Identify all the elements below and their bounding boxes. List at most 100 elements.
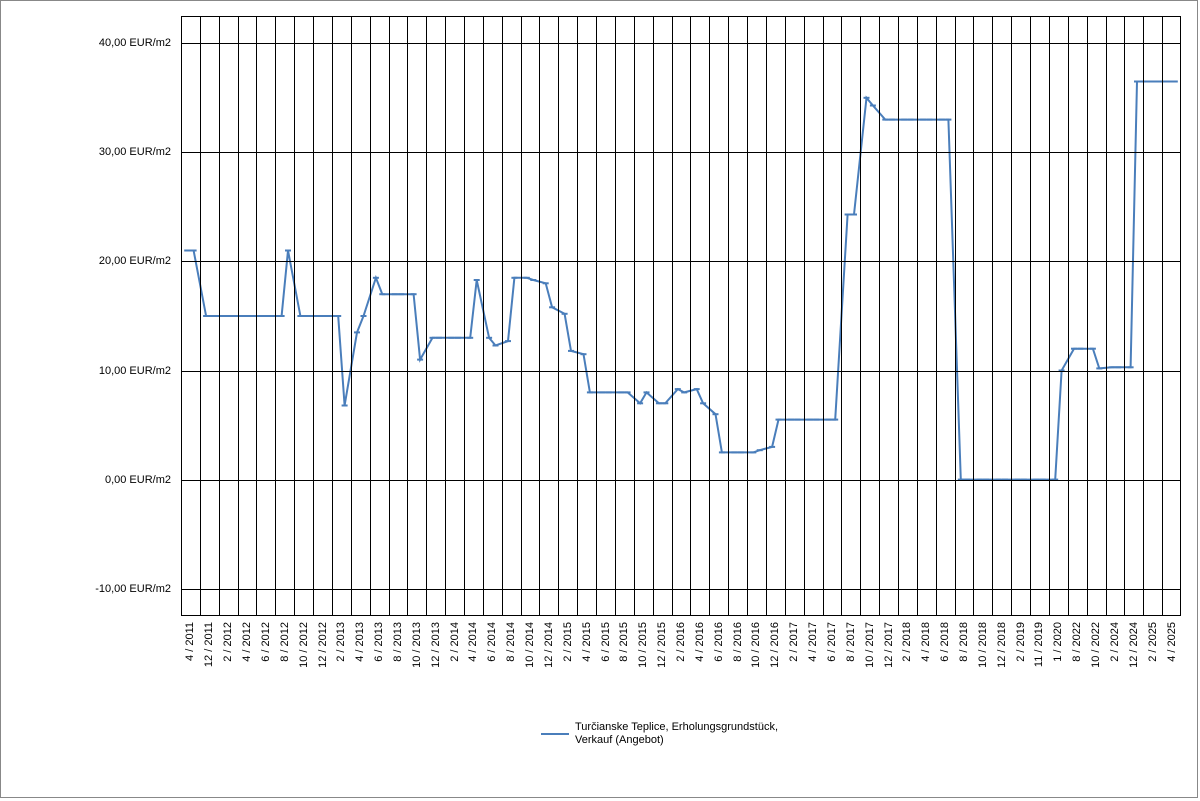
x-tick-label: 2 / 2013 <box>335 622 347 662</box>
x-tick-label: 6 / 2018 <box>939 622 951 662</box>
grid-line-v <box>1124 16 1125 616</box>
grid-line-v <box>653 16 654 616</box>
x-tick-label: 6 / 2013 <box>373 622 385 662</box>
x-tick-label: 10 / 2022 <box>1090 622 1102 668</box>
grid-line-v <box>879 16 880 616</box>
x-tick-label: 4 / 2013 <box>354 622 366 662</box>
grid-line-v <box>955 16 956 616</box>
grid-line-v <box>502 16 503 616</box>
grid-line-v <box>426 16 427 616</box>
x-tick-label: 4 / 2015 <box>581 622 593 662</box>
y-tick-label: 40,00 EUR/m2 <box>99 37 171 49</box>
x-tick-label: 6 / 2012 <box>260 622 272 662</box>
x-tick-label: 2 / 2015 <box>562 622 574 662</box>
grid-line-v <box>936 16 937 616</box>
x-tick-label: 10 / 2014 <box>524 622 536 668</box>
grid-line-v <box>860 16 861 616</box>
x-tick-label: 12 / 2014 <box>543 622 555 668</box>
grid-line-v <box>351 16 352 616</box>
x-tick-label: 2 / 2024 <box>1109 622 1121 662</box>
x-tick-label: 4 / 2018 <box>920 622 932 662</box>
x-tick-label: 11 / 2019 <box>1033 622 1045 667</box>
grid-line-v <box>992 16 993 616</box>
grid-line-v <box>766 16 767 616</box>
series-line <box>187 82 1175 480</box>
x-tick-label: 8 / 2018 <box>958 622 970 662</box>
x-tick-label: 8 / 2015 <box>618 622 630 662</box>
x-tick-label: 12 / 2017 <box>883 622 895 668</box>
grid-line-v <box>238 16 239 616</box>
x-tick-label: 10 / 2017 <box>864 622 876 668</box>
grid-line-v <box>728 16 729 616</box>
grid-line-v <box>1143 16 1144 616</box>
grid-line-v <box>313 16 314 616</box>
x-tick-label: 10 / 2015 <box>637 622 649 668</box>
x-tick-label: 8 / 2022 <box>1071 622 1083 662</box>
grid-line-v <box>634 16 635 616</box>
x-tick-label: 6 / 2014 <box>486 622 498 662</box>
grid-line-v <box>577 16 578 616</box>
x-tick-label: 12 / 2012 <box>317 622 329 668</box>
y-tick-label: -10,00 EUR/m2 <box>95 583 171 595</box>
y-tick-label: 20,00 EUR/m2 <box>99 255 171 267</box>
grid-line-v <box>407 16 408 616</box>
x-tick-label: 6 / 2015 <box>600 622 612 662</box>
x-tick-label: 8 / 2012 <box>279 622 291 662</box>
grid-line-v <box>558 16 559 616</box>
x-tick-label: 4 / 2014 <box>467 622 479 662</box>
x-tick-label: 2 / 2017 <box>788 622 800 662</box>
x-tick-label: 4 / 2016 <box>694 622 706 662</box>
x-tick-label: 10 / 2018 <box>977 622 989 668</box>
x-tick-label: 12 / 2011 <box>203 622 215 667</box>
line-series <box>1 1 1200 801</box>
grid-line-v <box>1068 16 1069 616</box>
x-tick-label: 8 / 2016 <box>732 622 744 662</box>
x-tick-label: 12 / 2024 <box>1128 622 1140 668</box>
grid-line-v <box>464 16 465 616</box>
grid-line-v <box>275 16 276 616</box>
grid-line-v <box>1162 16 1163 616</box>
grid-line-v <box>672 16 673 616</box>
grid-line-v <box>1106 16 1107 616</box>
x-tick-label: 10 / 2012 <box>298 622 310 668</box>
grid-line-v <box>1011 16 1012 616</box>
x-tick-label: 4 / 2025 <box>1166 622 1178 662</box>
x-tick-label: 12 / 2013 <box>430 622 442 668</box>
x-tick-label: 12 / 2015 <box>656 622 668 668</box>
x-tick-label: 1 / 2020 <box>1052 622 1064 662</box>
x-tick-label: 8 / 2013 <box>392 622 404 662</box>
grid-line-v <box>690 16 691 616</box>
grid-line-v <box>709 16 710 616</box>
grid-line-v <box>804 16 805 616</box>
x-tick-label: 10 / 2013 <box>411 622 423 668</box>
x-tick-label: 6 / 2016 <box>713 622 725 662</box>
grid-line-v <box>823 16 824 616</box>
x-tick-label: 4 / 2012 <box>241 622 253 662</box>
x-tick-label: 2 / 2019 <box>1015 622 1027 662</box>
grid-line-v <box>747 16 748 616</box>
grid-line-v <box>1087 16 1088 616</box>
grid-line-v <box>200 16 201 616</box>
grid-line-v <box>1049 16 1050 616</box>
legend-swatch <box>541 727 569 741</box>
legend-label-line1: Turčianske Teplice, Erholungsgrundstück, <box>575 721 778 734</box>
grid-line-v <box>389 16 390 616</box>
grid-line-v <box>521 16 522 616</box>
x-tick-label: 12 / 2016 <box>769 622 781 668</box>
y-tick-label: 0,00 EUR/m2 <box>105 474 171 486</box>
grid-line-v <box>596 16 597 616</box>
legend-label-line2: Verkauf (Angebot) <box>575 734 778 747</box>
grid-line-v <box>370 16 371 616</box>
y-tick-label: 30,00 EUR/m2 <box>99 146 171 158</box>
x-tick-label: 2 / 2016 <box>675 622 687 662</box>
grid-line-v <box>294 16 295 616</box>
grid-line-v <box>841 16 842 616</box>
legend: Turčianske Teplice, Erholungsgrundstück,… <box>541 721 778 747</box>
grid-line-v <box>483 16 484 616</box>
x-tick-label: 2 / 2012 <box>222 622 234 662</box>
grid-line-v <box>785 16 786 616</box>
grid-line-v <box>445 16 446 616</box>
grid-line-v <box>539 16 540 616</box>
grid-line-v <box>1030 16 1031 616</box>
legend-label: Turčianske Teplice, Erholungsgrundstück,… <box>575 721 778 747</box>
